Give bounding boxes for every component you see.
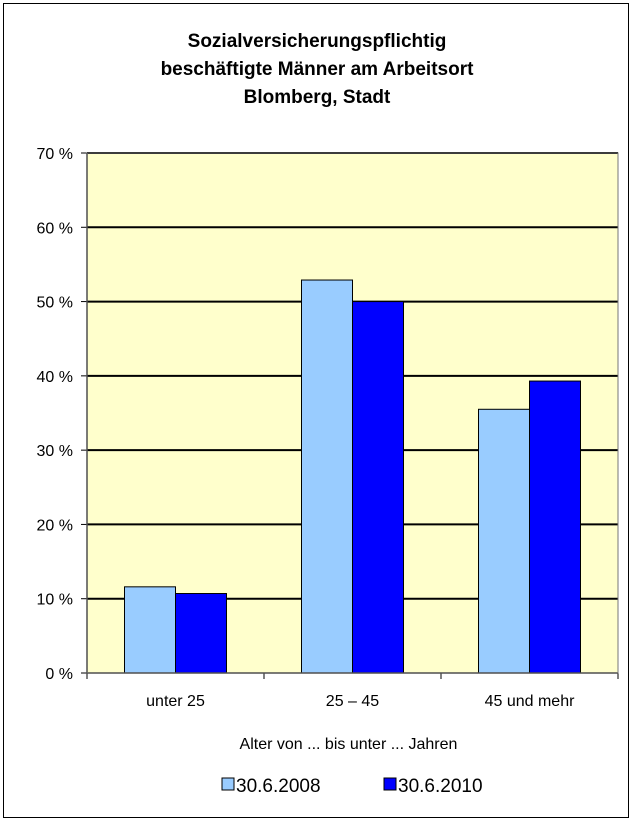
y-tick-label: 10 % <box>37 592 73 609</box>
chart-title-line-1: Sozialversicherungspflichtig <box>187 31 447 52</box>
chart-title-line-3: Blomberg, Stadt <box>243 87 391 108</box>
chart-title: Sozialversicherungspflichtig beschäftigt… <box>0 28 634 112</box>
bar <box>478 408 530 674</box>
y-tick-label: 20 % <box>37 517 73 534</box>
x-tick-label: 25 – 45 <box>326 693 379 710</box>
bar <box>124 586 176 674</box>
y-tick-label: 40 % <box>37 369 73 386</box>
legend-label: 30.6.2008 <box>236 776 321 797</box>
bar <box>175 593 227 674</box>
x-tick-label: 45 und mehr <box>485 693 576 710</box>
y-tick-label: 60 % <box>37 220 73 237</box>
plot-border <box>86 152 619 674</box>
legend-label: 30.6.2010 <box>398 776 483 797</box>
y-tick-label: 70 % <box>37 146 73 163</box>
chart-title-line-2: beschäftigte Männer am Arbeitsort <box>160 59 474 80</box>
y-tick-label: 30 % <box>37 443 73 460</box>
bar <box>301 279 353 674</box>
bar <box>529 380 581 674</box>
y-tick-label: 0 % <box>45 666 73 683</box>
y-tick-label: 50 % <box>37 295 73 312</box>
legend-swatch <box>221 777 235 791</box>
x-axis-label: Alter von ... bis unter ... Jahren <box>240 736 458 753</box>
x-tick-label: unter 25 <box>146 693 205 710</box>
bar <box>352 301 404 674</box>
legend-swatch <box>383 777 397 791</box>
